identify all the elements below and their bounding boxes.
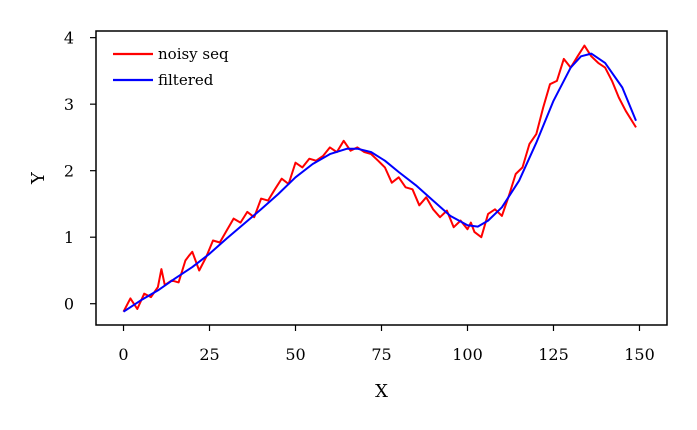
legend: noisy seq filtered (113, 45, 229, 89)
x-tick-label: 0 (118, 345, 128, 364)
y-axis-ticks: 0 1 2 3 4 (64, 29, 96, 314)
series-line-noisy-seq (122, 44, 637, 313)
legend-label-filtered: filtered (158, 71, 214, 89)
x-tick-label: 100 (452, 345, 483, 364)
y-tick-label: 1 (64, 228, 74, 247)
y-tick-label: 3 (64, 95, 74, 114)
legend-label-noisy-seq: noisy seq (158, 45, 229, 63)
x-tick-label: 50 (285, 345, 305, 364)
plot-frame (95, 30, 668, 326)
y-tick-label: 0 (64, 295, 74, 314)
y-tick-label: 2 (64, 162, 74, 181)
series-layer (122, 44, 637, 313)
x-axis-label: X (375, 381, 388, 402)
x-tick-label: 150 (624, 345, 655, 364)
x-tick-label: 25 (199, 345, 219, 364)
y-tick-label: 4 (64, 29, 74, 48)
x-axis-ticks: 0 25 50 75 100 125 150 (118, 325, 655, 364)
x-tick-label: 125 (538, 345, 569, 364)
y-axis-label: Y (28, 171, 49, 185)
series-line-filtered (122, 52, 637, 313)
x-tick-label: 75 (371, 345, 391, 364)
